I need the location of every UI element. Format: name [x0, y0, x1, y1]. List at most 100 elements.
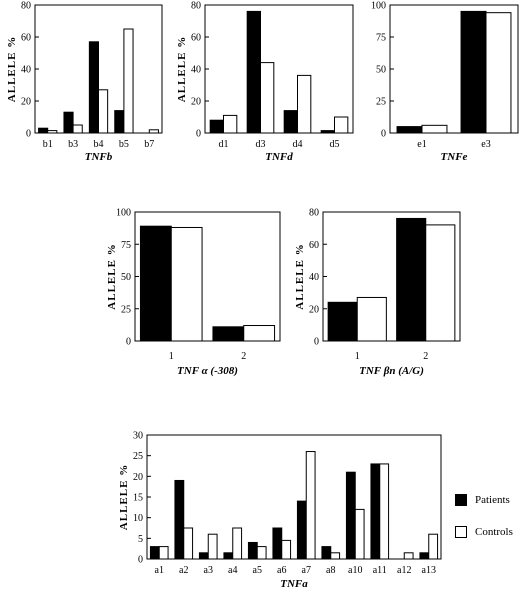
bar-controls-1	[356, 296, 387, 342]
bar-controls-a5	[256, 546, 267, 560]
bar-controls-a7	[305, 451, 316, 560]
bar-patients-a6	[272, 527, 283, 560]
x-tick-label: d4	[293, 139, 303, 150]
bar-patients-b1	[38, 127, 49, 134]
bar-controls-a4	[232, 527, 243, 560]
x-tick-label: b7	[144, 139, 154, 150]
x-tick-label: 1	[355, 351, 360, 362]
bar-patients-e3	[460, 10, 487, 134]
y-tick-label: 20	[191, 97, 201, 108]
bar-patients-d3	[246, 10, 261, 134]
y-tick-label: 40	[191, 65, 201, 76]
x-tick-label: a1	[155, 565, 164, 576]
y-tick-label: 25	[133, 451, 143, 462]
bar-controls-1	[170, 226, 203, 342]
x-tick-label: a3	[204, 565, 213, 576]
x-tick-label: a5	[253, 565, 262, 576]
bar-patients-d5	[320, 130, 335, 134]
x-axis-label: TNFe	[441, 151, 468, 163]
y-tick-label: 10	[133, 513, 143, 524]
bar-patients-1	[327, 301, 358, 342]
x-tick-label: b5	[119, 139, 129, 150]
bar-controls-a8	[330, 552, 341, 560]
y-axis-label: ALLELE %	[6, 36, 18, 102]
bar-controls-a10	[354, 508, 365, 560]
bar-patients-a2	[174, 479, 185, 560]
legend-label-controls: Controls	[475, 526, 513, 538]
y-tick-label: 15	[133, 493, 143, 504]
y-axis-label: ALLELE %	[106, 243, 118, 309]
y-tick-label: 100	[371, 1, 386, 12]
x-tick-label: a13	[422, 565, 436, 576]
bar-controls-a2	[183, 527, 194, 560]
x-tick-label: e3	[481, 139, 490, 150]
bar-controls-d3	[260, 62, 275, 134]
x-tick-label: 1	[169, 351, 174, 362]
y-tick-label: 60	[191, 33, 201, 44]
legend-item-patients: Patients	[455, 490, 513, 510]
x-tick-label: a2	[179, 565, 188, 576]
chart-tnfd: 0 20 40 60 80 ALLELE % d1 d3 d4 d5 TNFd	[176, 1, 354, 163]
y-tick-label: 60	[309, 240, 319, 251]
y-tick-label: 25	[376, 97, 386, 108]
y-tick-label: 0	[314, 337, 319, 348]
x-tick-label: 2	[423, 351, 428, 362]
x-tick-label: e1	[417, 139, 426, 150]
bar-patients-a4	[223, 552, 234, 560]
x-axis-label: TNFb	[85, 151, 113, 163]
x-tick-label: d5	[330, 139, 340, 150]
bar-patients-a7	[296, 500, 307, 560]
x-tick-label: a7	[302, 565, 311, 576]
x-tick-label: b3	[68, 139, 78, 150]
legend-swatch-controls	[455, 526, 467, 538]
x-axis-label: TNF α (-308)	[177, 365, 238, 377]
bar-controls-b7	[148, 129, 159, 134]
y-tick-label: 40	[21, 65, 31, 76]
bar-patients-a10	[345, 471, 356, 560]
x-tick-label: d3	[256, 139, 266, 150]
y-axis-label: ALLELE %	[118, 464, 130, 530]
bar-controls-d4	[297, 74, 312, 134]
bar-controls-a6	[281, 539, 292, 560]
x-tick-label: b4	[94, 139, 104, 150]
bar-controls-b4	[98, 89, 109, 134]
y-tick-label: 50	[376, 65, 386, 76]
bar-controls-a11	[379, 463, 390, 560]
bar-patients-d4	[283, 110, 298, 134]
bar-controls-a12	[403, 552, 414, 560]
chart-tnfe: 0 25 50 75 100 e1 e3 TNFe	[371, 1, 519, 163]
legend-swatch-patients	[455, 494, 467, 506]
bar-controls-2	[425, 224, 456, 342]
x-tick-label: d1	[219, 139, 229, 150]
x-tick-label: a10	[348, 565, 362, 576]
bar-controls-2	[243, 325, 276, 342]
chart-tnf-beta: 0 20 40 60 80 ALLELE % 1 2 TNF βn (A/G)	[294, 208, 461, 377]
y-tick-label: 20	[133, 472, 143, 483]
y-tick-label: 25	[121, 304, 131, 315]
bar-controls-e3	[485, 12, 512, 134]
bar-patients-a3	[198, 552, 209, 560]
legend-item-controls: Controls	[455, 522, 513, 542]
bar-controls-a3	[207, 533, 218, 560]
bar-patients-a5	[247, 541, 258, 560]
y-tick-label: 30	[133, 431, 143, 442]
y-tick-label: 20	[21, 97, 31, 108]
bar-patients-b4	[88, 41, 100, 134]
y-tick-label: 5	[138, 534, 143, 545]
bar-patients-a1	[149, 546, 160, 560]
plot-frame	[204, 4, 354, 134]
x-tick-label: 2	[241, 351, 246, 362]
y-tick-label: 80	[21, 1, 31, 12]
x-tick-label: a8	[326, 565, 335, 576]
y-tick-label: 80	[191, 1, 201, 12]
y-tick-label: 0	[196, 129, 201, 140]
bar-controls-b3	[72, 124, 83, 134]
bar-controls-b1	[47, 130, 58, 134]
x-tick-label: a6	[277, 565, 286, 576]
chart-tnfa: 0 5 10 15 20 25 30 ALLELE % a1 a2 a3 a4 a5 a6 a7 a8 a10 a…	[118, 431, 442, 590]
bar-patients-a13	[419, 552, 430, 560]
y-tick-label: 80	[309, 208, 319, 219]
y-tick-label: 0	[126, 337, 131, 348]
bar-patients-a11	[370, 463, 381, 560]
